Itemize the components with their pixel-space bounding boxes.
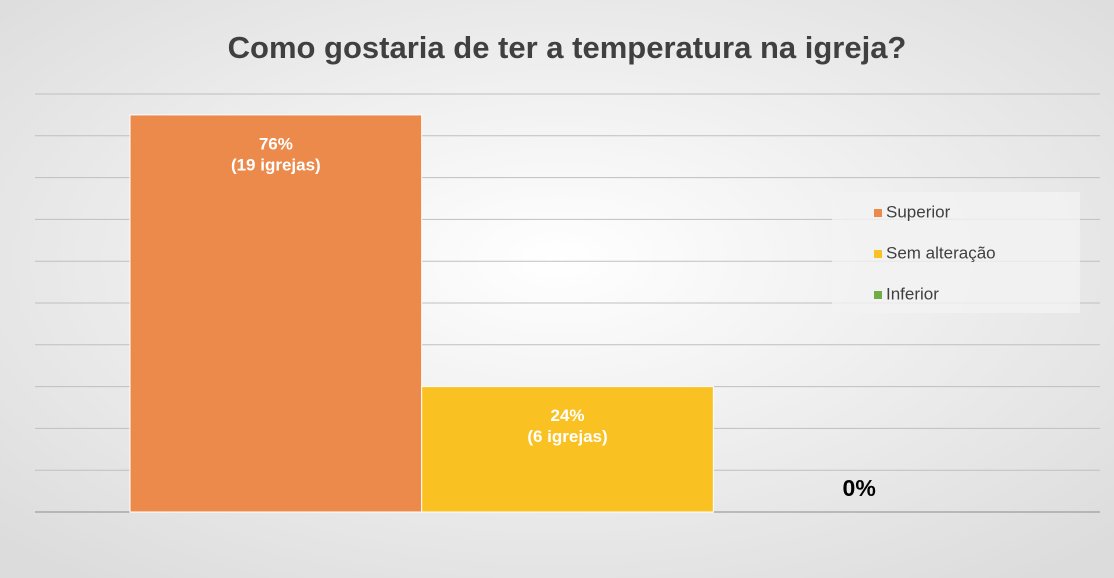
legend-label: Superior — [886, 202, 951, 221]
legend-box — [832, 192, 1080, 313]
data-label: 24% — [550, 406, 584, 425]
data-label: 76% — [259, 134, 293, 153]
legend: Superior Sem alteração Inferior — [874, 202, 996, 303]
legend-marker — [874, 291, 882, 299]
data-label: (19 igrejas) — [231, 155, 321, 174]
legend-label: Sem alteração — [886, 243, 996, 262]
chart-title: Como gostaria de ter a temperatura na ig… — [228, 30, 907, 65]
bar — [129, 114, 423, 513]
data-label: (6 igrejas) — [527, 427, 607, 446]
data-label: 0% — [843, 475, 876, 501]
legend-marker — [874, 250, 882, 258]
legend-marker — [874, 209, 882, 217]
legend-label: Inferior — [886, 284, 939, 303]
bar — [421, 386, 714, 513]
bars: 76% (19 igrejas) 24% (6 igrejas) 0% — [129, 114, 876, 513]
